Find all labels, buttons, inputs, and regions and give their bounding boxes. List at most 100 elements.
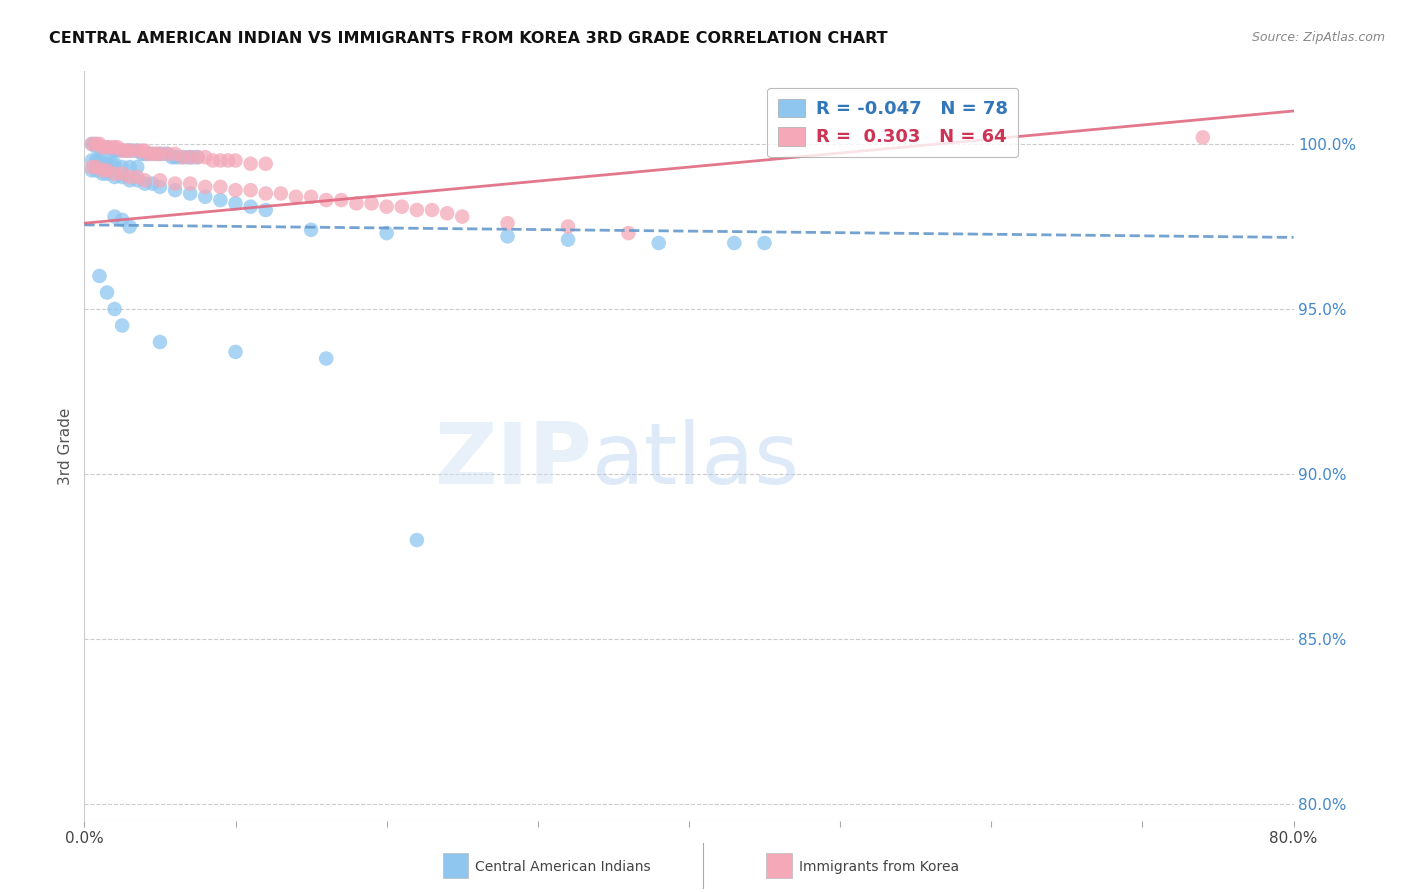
Point [80,160,103,174]
Point [111,167,134,181]
Point [96,140,118,154]
Point [181,150,204,164]
Point [194,150,217,164]
Point [127,144,149,158]
Point [360,196,382,211]
Text: CENTRAL AMERICAN INDIAN VS IMMIGRANTS FROM KOREA 3RD GRADE CORRELATION CHART: CENTRAL AMERICAN INDIAN VS IMMIGRANTS FR… [49,31,887,46]
Point [330,193,353,207]
Point [315,351,337,366]
Point [96,285,118,300]
Point [89,153,111,168]
Point [270,186,292,201]
Y-axis label: 3rd Grade: 3rd Grade [58,408,73,484]
Point [179,150,201,164]
Point [617,226,640,240]
Point [127,169,149,184]
Point [406,533,429,547]
Point [86,153,108,168]
Point [104,210,127,224]
Point [346,196,368,211]
Point [187,150,209,164]
Point [118,144,141,158]
Text: Source: ZipAtlas.com: Source: ZipAtlas.com [1251,31,1385,45]
Point [91,167,114,181]
Point [156,147,179,161]
Point [89,136,111,151]
Point [80,136,103,151]
Point [91,153,114,168]
Point [209,193,232,207]
Point [115,144,138,158]
Point [89,268,111,283]
Point [375,200,398,214]
Point [118,160,141,174]
Point [648,235,671,250]
Point [96,163,118,178]
Point [239,183,262,197]
Point [209,153,232,168]
Point [104,169,127,184]
Point [96,157,118,171]
Point [165,147,187,161]
Point [141,177,163,191]
Point [86,160,108,174]
Point [496,229,519,244]
Point [176,150,198,164]
Point [149,180,172,194]
Point [496,216,519,230]
Point [118,219,141,234]
Point [179,177,201,191]
Point [111,213,134,227]
Point [131,144,153,158]
Point [80,153,103,168]
Point [100,144,122,158]
Point [111,144,134,158]
Point [96,140,118,154]
Point [160,150,183,164]
Point [179,186,201,201]
Point [239,157,262,171]
Point [104,140,127,154]
Point [91,163,114,178]
Point [254,157,277,171]
Point [149,147,172,161]
Point [127,144,149,158]
Point [187,150,209,164]
Point [136,147,159,161]
Point [149,147,172,161]
Point [254,186,277,201]
Point [225,196,247,211]
Point [111,160,134,174]
Point [420,202,443,217]
Point [107,140,129,154]
Point [375,226,398,240]
Point [754,235,776,250]
Legend: R = -0.047   N = 78, R =  0.303   N = 64: R = -0.047 N = 78, R = 0.303 N = 64 [766,88,1018,157]
Point [557,233,579,247]
Point [451,210,474,224]
Point [100,157,122,171]
Text: ZIP: ZIP [434,419,592,502]
Point [89,140,111,154]
Point [406,202,429,217]
Point [118,144,141,158]
Point [141,147,163,161]
Point [111,169,134,184]
Point [80,163,103,178]
Point [156,147,179,161]
Point [86,136,108,151]
Point [104,301,127,316]
Point [225,153,247,168]
Point [165,150,187,164]
Point [127,173,149,187]
Point [118,169,141,184]
Point [201,153,224,168]
Point [121,144,143,158]
Point [194,190,217,204]
Point [134,173,156,187]
Point [391,200,413,214]
Point [141,147,163,161]
Point [209,180,232,194]
Point [172,150,194,164]
Point [254,202,277,217]
